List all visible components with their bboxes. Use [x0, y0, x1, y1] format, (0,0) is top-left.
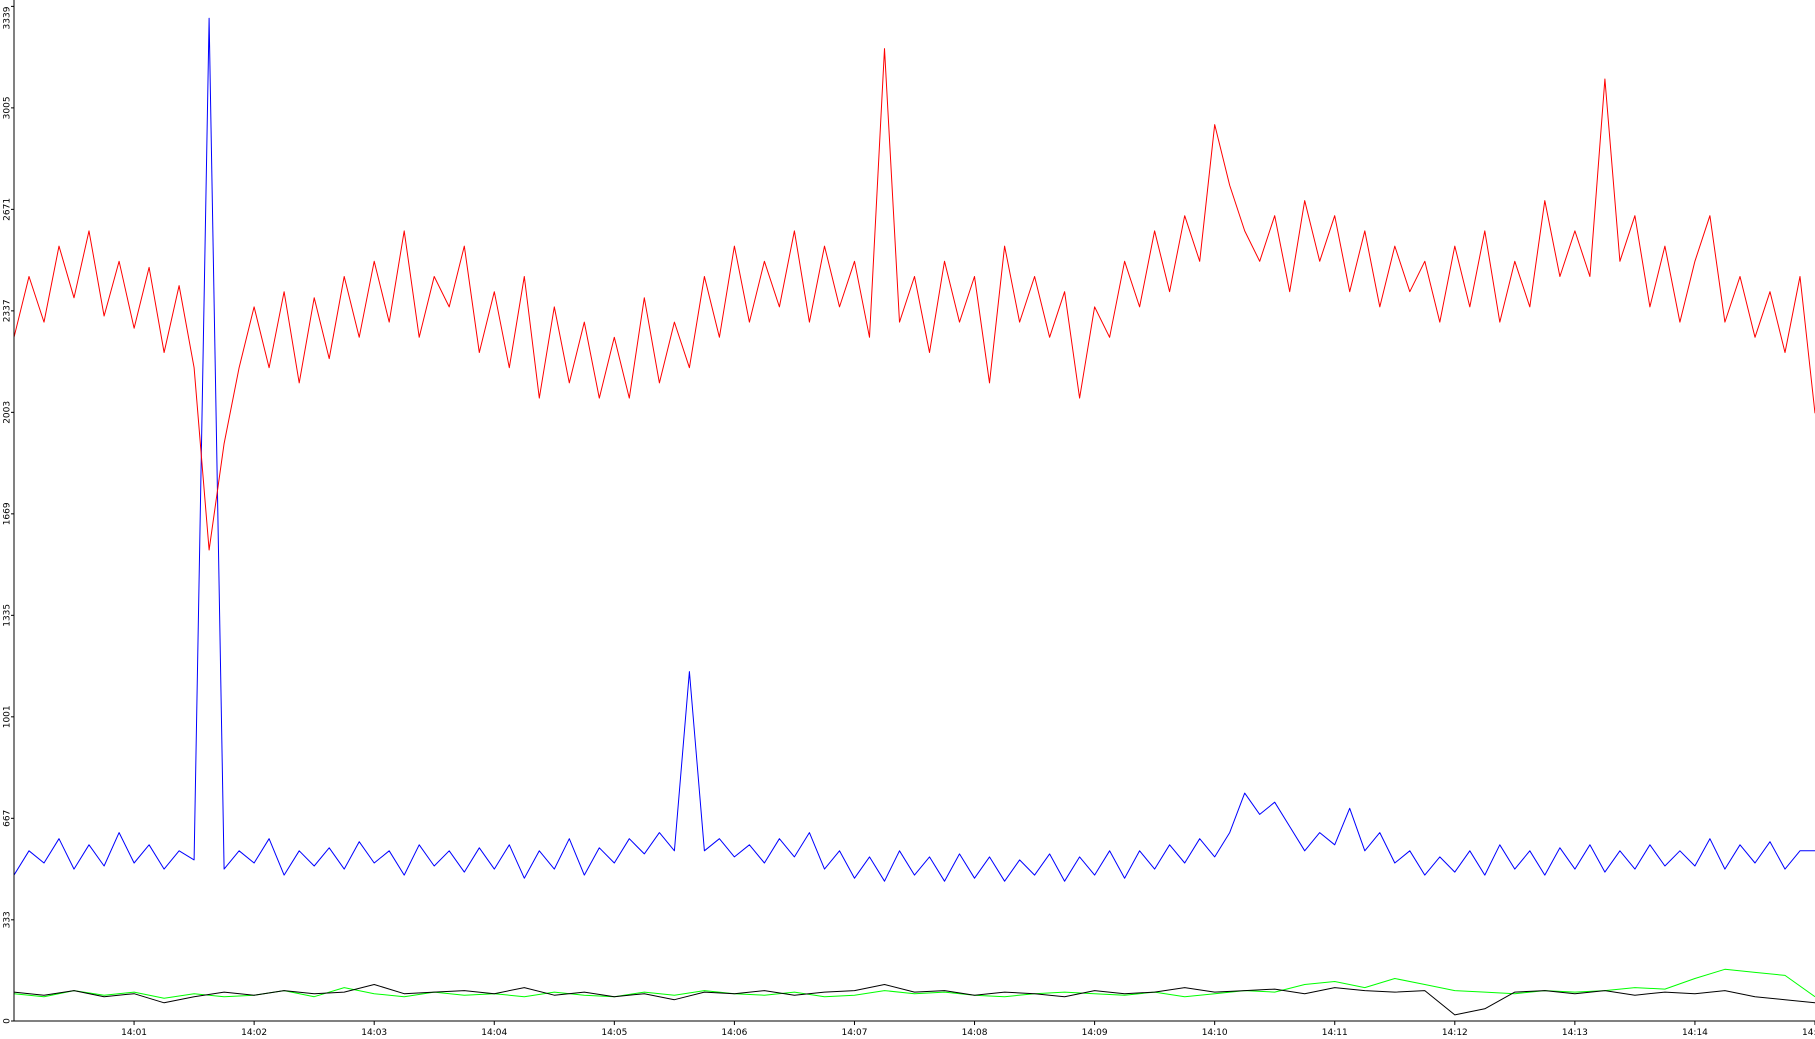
y-tick-label: 2003: [3, 401, 13, 424]
x-tick-label: 14:15: [1802, 1028, 1815, 1038]
series-line: [14, 968, 1815, 999]
x-tick-label: 14:02: [241, 1028, 267, 1038]
series-line: [14, 48, 1815, 551]
y-tick-label: 0: [3, 1018, 13, 1024]
x-tick-label: 14:04: [481, 1028, 507, 1038]
x-tick-label: 14:10: [1202, 1028, 1228, 1038]
y-tick-label: 2337: [3, 299, 13, 322]
x-tick-label: 14:14: [1682, 1028, 1708, 1038]
x-tick-label: 14:01: [121, 1028, 147, 1038]
x-tick-label: 14:05: [601, 1028, 627, 1038]
series-line: [14, 17, 1815, 882]
y-tick-label: 1669: [3, 502, 13, 525]
y-tick-label: 1001: [3, 705, 13, 728]
x-tick-label: 14:09: [1082, 1028, 1108, 1038]
x-tick-label: 14:12: [1442, 1028, 1468, 1038]
y-tick-label: 3339: [3, 6, 13, 29]
y-tick-label: 1335: [3, 604, 13, 627]
y-tick-label: 2671: [3, 198, 13, 221]
y-tick-label: 333: [3, 911, 13, 928]
x-tick-label: 14:07: [841, 1028, 867, 1038]
x-tick-label: 14:11: [1322, 1028, 1348, 1038]
x-tick-label: 14:06: [721, 1028, 747, 1038]
x-tick-label: 14:08: [962, 1028, 988, 1038]
y-tick-label: 3005: [3, 96, 13, 119]
x-tick-label: 14:03: [361, 1028, 387, 1038]
x-tick-label: 14:13: [1562, 1028, 1588, 1038]
plot-area: [14, 17, 1815, 1016]
y-tick-label: 667: [3, 810, 13, 827]
series-line: [14, 984, 1815, 1016]
